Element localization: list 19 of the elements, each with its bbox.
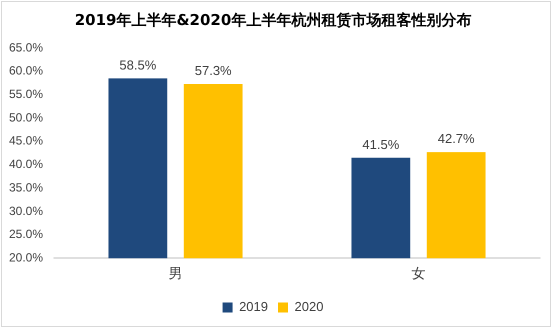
y-tick-label: 30.0% xyxy=(8,204,44,218)
data-label: 41.5% xyxy=(362,136,400,152)
y-tick-label: 35.0% xyxy=(8,180,44,194)
data-label: 42.7% xyxy=(438,131,476,146)
data-label: 58.5% xyxy=(119,57,157,72)
y-tick-label: 60.0% xyxy=(8,64,44,78)
y-tick-label: 25.0% xyxy=(8,227,44,242)
x-tick-label: 男 xyxy=(168,266,183,282)
legend-label: 2019 xyxy=(239,299,268,314)
y-tick-label: 55.0% xyxy=(8,87,44,102)
x-tick-label: 女 xyxy=(412,266,426,282)
data-label: 57.3% xyxy=(194,63,232,78)
y-tick-label: 65.0% xyxy=(8,40,44,54)
legend-label: 2020 xyxy=(294,299,324,314)
y-tick-label: 50.0% xyxy=(8,110,44,124)
y-tick-label: 40.0% xyxy=(8,157,44,172)
y-tick-label: 20.0% xyxy=(8,250,44,265)
y-tick-label: 45.0% xyxy=(8,134,44,148)
chart-title: 2019年上半年&2020年上半年杭州租赁市场租客性别分布 xyxy=(74,10,472,29)
